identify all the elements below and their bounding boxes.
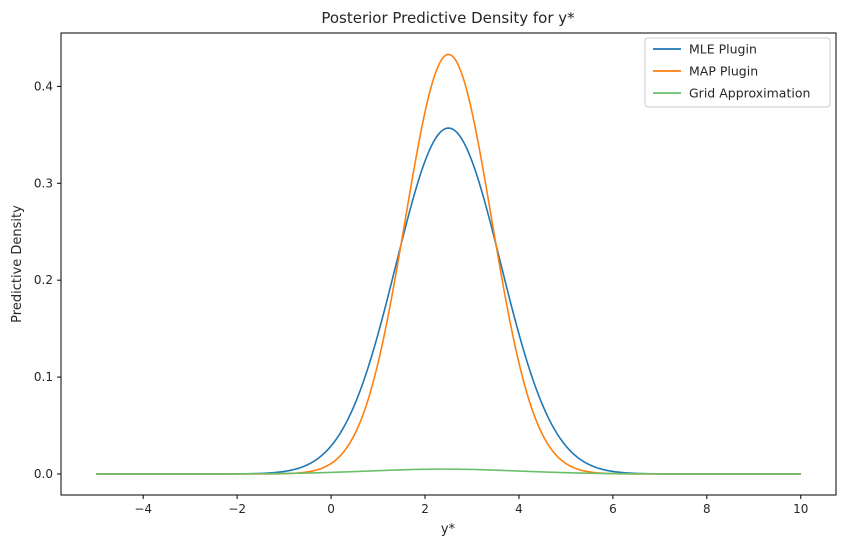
x-tick-label: −4 [134,502,152,516]
legend-label: MLE Plugin [689,42,757,57]
y-tick-label: 0.1 [34,370,53,384]
legend: MLE Plugin MAP Plugin Grid Approximation [644,37,831,108]
x-axis: −4 −2 0 2 4 6 8 10 [134,495,808,516]
x-axis-label: y* [441,522,456,537]
x-tick-label: 6 [609,502,617,516]
legend-label: MAP Plugin [689,64,758,79]
y-tick-label: 0.4 [34,79,53,93]
plot-background [61,33,836,495]
x-tick-label: 4 [515,502,523,516]
plot-frame [60,32,837,496]
x-tick-label: 2 [421,502,429,516]
legend-label: Grid Approximation [689,86,810,101]
y-tick-label: 0.0 [34,467,53,481]
y-tick-label: 0.3 [34,176,53,190]
chart-title: Posterior Predictive Density for y* [321,9,575,27]
legend-box [644,37,831,108]
x-tick-label: 0 [327,502,335,516]
x-tick-label: −2 [228,502,246,516]
series-layer [96,53,801,475]
plot-area [60,32,837,496]
x-tick-label: 10 [793,502,808,516]
y-axis: 0.0 0.1 0.2 0.3 0.4 [34,79,61,481]
y-tick-label: 0.2 [34,273,53,287]
x-tick-label: 8 [703,502,711,516]
y-axis-label: Predictive Density [10,205,25,323]
series-line-2 [96,468,801,475]
